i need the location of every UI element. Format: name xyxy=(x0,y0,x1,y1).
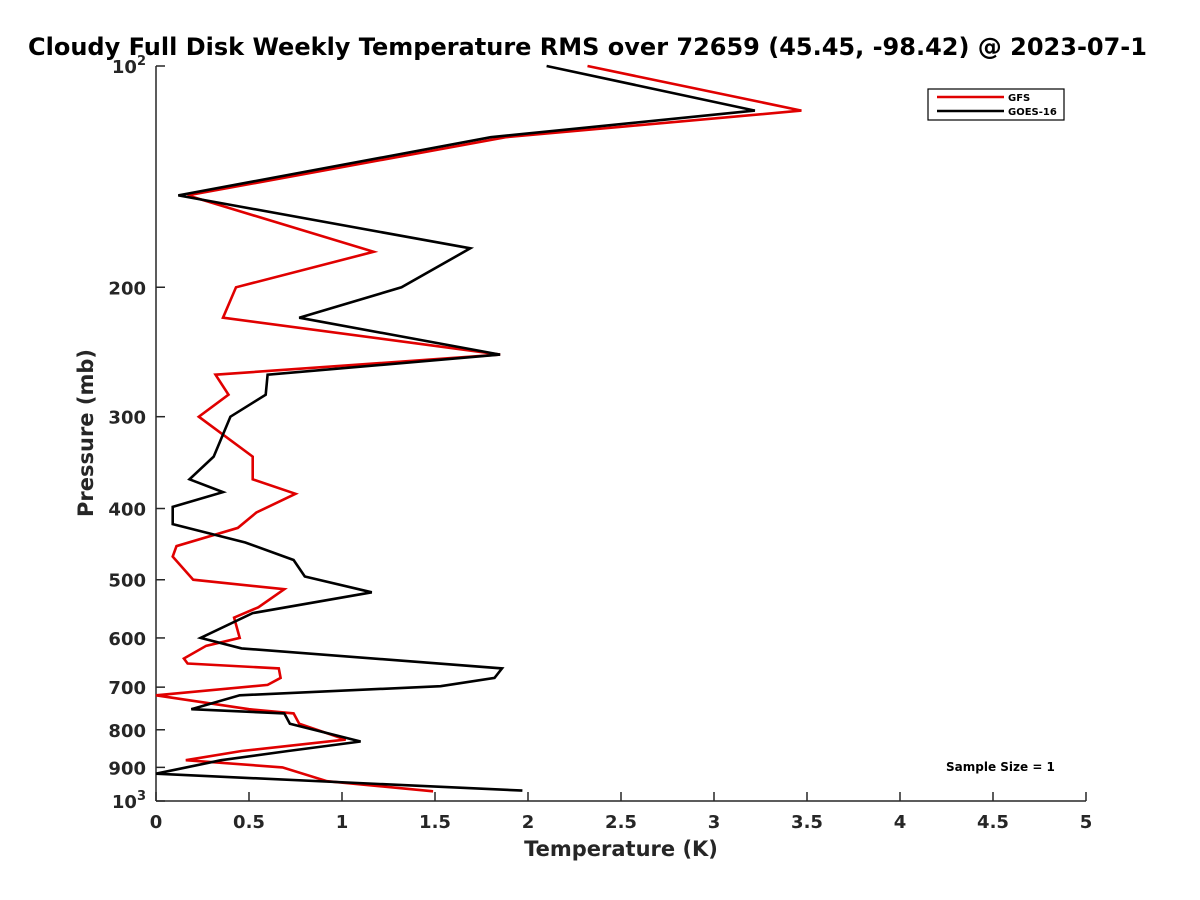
x-tick-label: 2 xyxy=(522,812,535,833)
y-tick-label: 200 xyxy=(108,278,146,299)
x-tick-label: 5 xyxy=(1080,812,1093,833)
y-tick-label: 600 xyxy=(108,629,146,650)
series-line-gfs xyxy=(155,64,802,793)
y-tick-label: 700 xyxy=(108,678,146,699)
legend-label-gfs: GFS xyxy=(1008,93,1030,104)
x-tick-label: 1 xyxy=(336,812,349,833)
y-tick-label: 900 xyxy=(108,758,146,779)
x-tick-label: 0 xyxy=(150,812,163,833)
series-group xyxy=(155,64,802,793)
y-tick-label-base: 10 xyxy=(112,57,137,78)
y-tick-label-exponent: 3 xyxy=(137,789,146,804)
y-tick-label-base: 10 xyxy=(112,792,137,813)
x-tick-label: 2.5 xyxy=(605,812,637,833)
legend-box xyxy=(927,88,1065,121)
y-tick-label-exponent: 2 xyxy=(137,54,146,69)
x-tick-label: 3 xyxy=(708,812,721,833)
legend: GFS GOES-16 xyxy=(927,88,1065,121)
sample-size-annotation: Sample Size = 1 xyxy=(946,760,1055,774)
x-tick-label: 1.5 xyxy=(419,812,451,833)
y-tick-label: 500 xyxy=(108,571,146,592)
y-tick-label: 400 xyxy=(108,500,146,521)
x-tick-label: 0.5 xyxy=(233,812,265,833)
y-tick-label: 800 xyxy=(108,721,146,742)
y-tick-label: 103 xyxy=(112,789,146,813)
x-tick-label: 3.5 xyxy=(791,812,823,833)
plot-area: 0 0.5 1 1.5 2 2.5 3 3.5 4 4.5 5 102200300400500600… xyxy=(108,54,1092,833)
y-axis-label: Pressure (mb) xyxy=(74,349,98,517)
chart-title: Cloudy Full Disk Weekly Temperature RMS … xyxy=(28,33,1147,61)
x-axis-ticks: 0 0.5 1 1.5 2 2.5 3 3.5 4 4.5 5 xyxy=(150,792,1093,833)
y-tick-label: 300 xyxy=(108,408,146,429)
x-tick-label: 4.5 xyxy=(977,812,1009,833)
y-tick-label: 102 xyxy=(112,54,146,78)
series-line-goes-16 xyxy=(155,64,756,792)
x-axis-label: Temperature (K) xyxy=(524,837,718,861)
x-tick-label: 4 xyxy=(894,812,907,833)
legend-label-goes-16: GOES-16 xyxy=(1008,107,1057,118)
